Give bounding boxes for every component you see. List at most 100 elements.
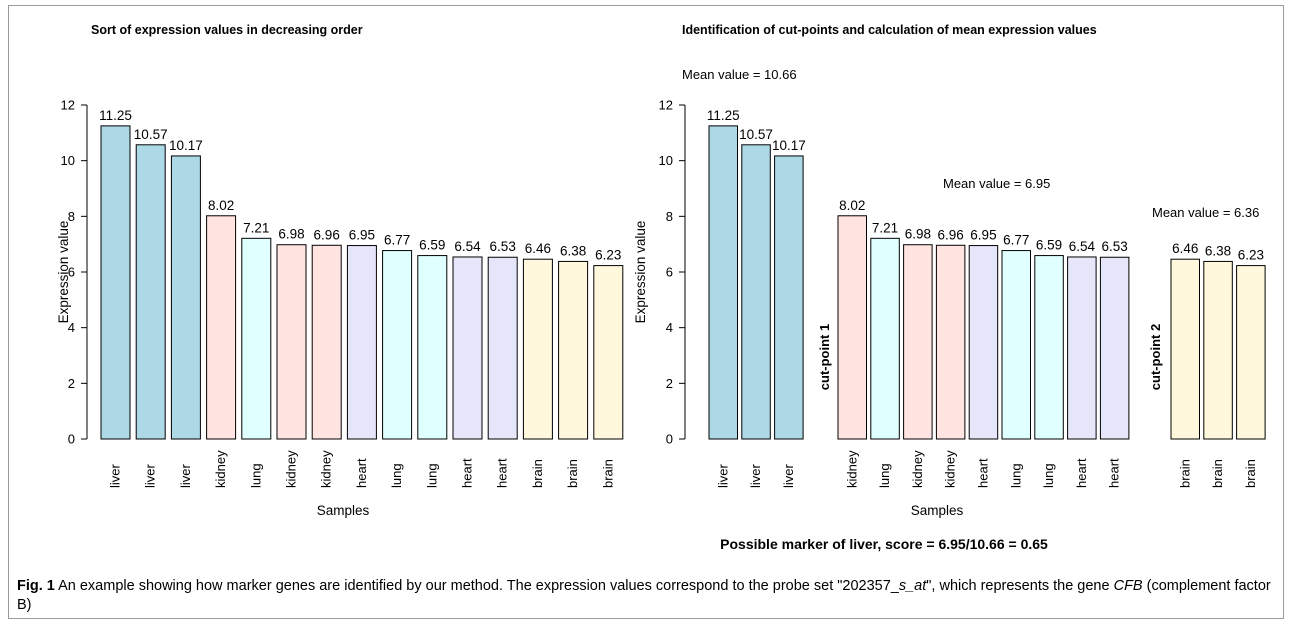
left-bar-kidney bbox=[206, 215, 237, 440]
right-group-2-value-label: 6.54 bbox=[1069, 239, 1096, 254]
left-category-label: kidney bbox=[284, 450, 299, 488]
left-value-label: 6.59 bbox=[419, 238, 445, 253]
left-bar-brain bbox=[593, 265, 624, 440]
left-bar-brain bbox=[522, 258, 553, 440]
left-category-label: heart bbox=[354, 458, 369, 488]
left-bar-lung bbox=[241, 237, 272, 440]
left-category-label: brain bbox=[530, 459, 545, 488]
right-group-2-category-label: heart bbox=[1074, 458, 1089, 488]
right-bars: 11.25 liver 10.57 liver 10.17 liver 8.02 kidney… bbox=[707, 108, 1266, 488]
left-category-label: kidney bbox=[319, 450, 334, 488]
right-group-1-bar-liver bbox=[708, 125, 738, 440]
left-bar-heart bbox=[452, 256, 483, 440]
right-group-1-value-label: 11.25 bbox=[707, 108, 740, 123]
left-category-label: liver bbox=[108, 463, 123, 488]
right-group-2-bar-kidney bbox=[903, 244, 933, 440]
right-group-2-value-label: 7.21 bbox=[872, 220, 898, 235]
right-y-tick-label: 4 bbox=[666, 320, 673, 335]
left-value-label: 6.38 bbox=[560, 243, 586, 258]
right-group-2-value-label: 6.98 bbox=[905, 227, 931, 242]
caption-probe-set: s_at bbox=[898, 578, 927, 594]
right-y-axis-label: Expression value bbox=[633, 221, 648, 324]
right-y-tick-label: 10 bbox=[659, 153, 673, 168]
left-bar-kidney bbox=[276, 244, 307, 440]
left-category-label: brain bbox=[565, 459, 580, 488]
left-bar-liver bbox=[170, 155, 201, 440]
left-value-label: 8.02 bbox=[208, 198, 234, 213]
left-value-label: 6.95 bbox=[349, 228, 375, 243]
caption-text-b: ", which represents the gene bbox=[926, 578, 1114, 594]
marker-conclusion: Possible marker of liver, score = 6.95/1… bbox=[720, 536, 1048, 552]
left-bar-brain bbox=[558, 260, 589, 440]
right-y-tick-label: 6 bbox=[666, 265, 673, 280]
right-y-tick-label: 0 bbox=[666, 432, 673, 447]
left-category-label: kidney bbox=[213, 450, 228, 488]
right-group-1-bar-liver bbox=[741, 144, 771, 440]
right-group-3-bar-brain bbox=[1236, 265, 1266, 440]
left-value-label: 10.17 bbox=[169, 138, 203, 153]
right-group-2-bar-kidney bbox=[837, 215, 867, 440]
left-bar-liver bbox=[135, 144, 166, 440]
mean-label-group-1: Mean value = 10.66 bbox=[682, 67, 797, 82]
right-group-1-category-label: liver bbox=[715, 463, 730, 488]
left-y-tick-label: 10 bbox=[61, 153, 75, 168]
left-bar-liver bbox=[100, 125, 131, 440]
left-y-tick-label: 2 bbox=[68, 376, 75, 391]
right-group-3-value-label: 6.46 bbox=[1172, 241, 1198, 256]
right-x-axis-label: Samples bbox=[911, 503, 964, 518]
right-y-tick-label: 2 bbox=[666, 376, 673, 391]
right-group-2-category-label: heart bbox=[1107, 458, 1122, 488]
left-y-tick-label: 0 bbox=[68, 432, 75, 447]
right-group-3-bar-brain bbox=[1170, 258, 1200, 440]
left-value-label: 6.77 bbox=[384, 233, 410, 248]
right-y-axis: 0 2 4 6 8 10 12 bbox=[659, 98, 686, 447]
left-value-label: 10.57 bbox=[134, 127, 168, 142]
left-category-label: lung bbox=[424, 463, 439, 488]
left-category-label: heart bbox=[495, 458, 510, 488]
left-category-label: lung bbox=[248, 463, 263, 488]
right-group-1-bar-liver bbox=[774, 155, 804, 440]
right-group-3-value-label: 6.38 bbox=[1205, 243, 1231, 258]
right-group-1-category-label: liver bbox=[748, 463, 763, 488]
right-group-2-bar-lung bbox=[870, 237, 900, 440]
right-group-2-value-label: 6.59 bbox=[1036, 238, 1062, 253]
caption-text-c: (complement factor B) bbox=[17, 578, 1271, 613]
left-category-label: liver bbox=[178, 463, 193, 488]
left-category-label: heart bbox=[460, 458, 475, 488]
right-group-2-bar-heart bbox=[968, 245, 999, 440]
left-category-label: liver bbox=[143, 463, 158, 488]
right-group-2-category-label: lung bbox=[1008, 463, 1023, 488]
left-value-label: 6.54 bbox=[454, 239, 481, 254]
right-group-2-bar-heart bbox=[1067, 256, 1097, 440]
caption-gene-name: CFB bbox=[1113, 578, 1143, 594]
left-bar-lung bbox=[417, 255, 448, 440]
cut-point-1-label: cut-point 1 bbox=[817, 324, 832, 390]
left-value-label: 6.46 bbox=[525, 241, 551, 256]
left-y-tick-label: 4 bbox=[68, 320, 75, 335]
right-group-2-bar-lung bbox=[1034, 255, 1064, 440]
right-group-1-category-label: liver bbox=[781, 463, 796, 488]
right-group-2-value-label: 6.95 bbox=[970, 228, 996, 243]
right-group-3-bar-brain bbox=[1203, 260, 1233, 440]
right-chart-panel: Identification of cut-points and calcula… bbox=[633, 23, 1266, 552]
right-group-3-category-label: brain bbox=[1177, 459, 1192, 488]
figure-label: Fig. 1 bbox=[17, 578, 55, 594]
left-bar-heart bbox=[346, 245, 377, 440]
right-chart-title: Identification of cut-points and calcula… bbox=[682, 23, 1097, 37]
left-y-axis: 0 2 4 6 8 10 12 bbox=[61, 98, 88, 447]
left-value-label: 11.25 bbox=[99, 108, 132, 123]
left-bar-lung bbox=[382, 250, 413, 440]
mean-label-group-3: Mean value = 6.36 bbox=[1152, 205, 1259, 220]
cut-point-2-label: cut-point 2 bbox=[1148, 324, 1163, 390]
figure-frame bbox=[8, 5, 1284, 619]
left-value-label: 6.23 bbox=[595, 248, 621, 263]
left-chart-panel: Sort of expression values in decreasing … bbox=[56, 23, 624, 518]
right-group-2-value-label: 6.77 bbox=[1003, 233, 1029, 248]
left-y-tick-label: 12 bbox=[61, 98, 75, 113]
right-group-3-category-label: brain bbox=[1243, 459, 1258, 488]
figure-caption: Fig. 1 An example showing how marker gen… bbox=[17, 577, 1272, 615]
left-y-axis-label: Expression value bbox=[56, 221, 71, 324]
left-y-tick-label: 8 bbox=[68, 209, 75, 224]
left-category-label: brain bbox=[600, 459, 615, 488]
